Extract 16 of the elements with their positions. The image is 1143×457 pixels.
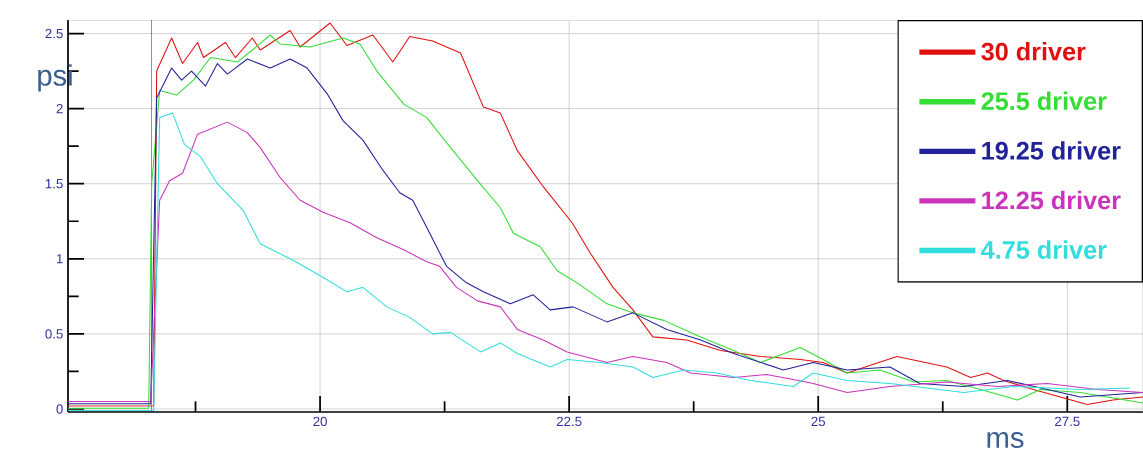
y-tick-label: 1.5 <box>45 179 63 189</box>
legend-label: 25.5 driver <box>981 91 1107 111</box>
y-tick-label: 0.5 <box>45 329 63 339</box>
x-tick-label: 25 <box>811 416 826 427</box>
y-tick-label: 1 <box>56 254 63 264</box>
legend-label: 12.25 driver <box>982 190 1121 210</box>
y-tick-label: 2 <box>56 103 63 114</box>
legend-label: 4.75 driver <box>981 240 1107 259</box>
x-tick-label: 27.5 <box>1055 416 1080 427</box>
x-tick-label: 22.5 <box>556 416 582 427</box>
y-tick-label: 2.5 <box>45 28 63 39</box>
x-axis-title: ms <box>987 431 1024 449</box>
legend-label: 30 driver <box>981 41 1086 61</box>
y-tick-label: 0 <box>56 404 63 414</box>
x-tick-label: 20 <box>313 416 327 427</box>
legend-label: 19.25 driver <box>982 141 1121 160</box>
